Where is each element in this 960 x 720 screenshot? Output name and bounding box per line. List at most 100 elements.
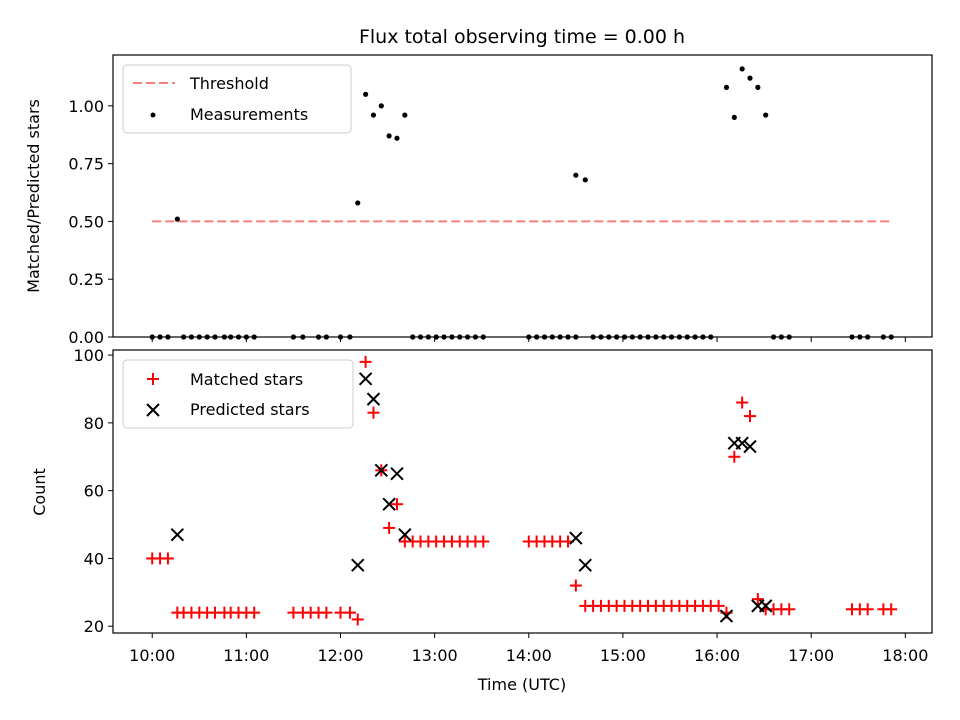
- measurement-point: [228, 334, 234, 340]
- measurement-point: [457, 334, 463, 340]
- measurement-point: [221, 334, 227, 340]
- measurement-point: [363, 91, 369, 97]
- measurement-point: [582, 177, 588, 183]
- measurement-point: [778, 334, 784, 340]
- matched-star-point: [861, 603, 874, 616]
- bottom-y-tick-label: 100: [73, 346, 104, 365]
- top-plot-frame: [112, 54, 933, 338]
- measurement-point: [370, 112, 377, 118]
- bottom-y-tick-label: 60: [84, 482, 104, 501]
- bottom-x-tick-label: 13:00: [412, 646, 458, 665]
- measurement-point: [181, 334, 187, 340]
- predicted-star-point: [569, 531, 583, 545]
- measurement-point: [668, 334, 675, 340]
- bottom-x-tick-label: 10:00: [129, 646, 175, 665]
- measurement-point: [355, 200, 361, 206]
- measurement-point: [708, 334, 714, 340]
- measurement-point: [212, 334, 218, 340]
- measurement-point: [700, 334, 706, 340]
- measurement-point: [731, 114, 737, 121]
- measurement-point: [196, 334, 202, 340]
- measurement-point: [323, 334, 329, 340]
- matched-star-point: [885, 603, 898, 616]
- measurement-point: [723, 84, 730, 90]
- bottom-x-tick-label: 11:00: [223, 646, 269, 665]
- measurement-point: [347, 334, 353, 340]
- measurement-point: [300, 334, 306, 340]
- measurement-point: [857, 334, 863, 340]
- measurement-point: [394, 135, 400, 141]
- measurement-point: [865, 334, 871, 340]
- matched-star-point: [351, 613, 364, 626]
- measurement-point: [541, 334, 548, 340]
- measurement-point: [573, 334, 579, 340]
- predicted-star-point: [382, 497, 396, 511]
- bottom-x-tick-label: 17:00: [788, 646, 834, 665]
- top-y-tick-label: 0.75: [68, 155, 104, 174]
- predicted-star-point: [398, 528, 412, 542]
- predicted-legend-swatch: [146, 403, 160, 417]
- measurement-point: [204, 334, 210, 340]
- measurement-point: [747, 75, 753, 81]
- bottom-x-tick-label: 14:00: [506, 646, 552, 665]
- measurement-point: [786, 334, 792, 340]
- top-y-tick-label: 0.25: [68, 270, 104, 289]
- measurement-point: [235, 334, 242, 340]
- measurement-point: [290, 334, 297, 340]
- measurement-point: [590, 334, 596, 340]
- measurement-point: [417, 334, 424, 340]
- measurement-point: [606, 334, 612, 340]
- matched-star-point: [728, 450, 741, 463]
- top-y-tick-label: 0.00: [68, 328, 104, 347]
- measurement-point: [676, 334, 682, 340]
- predicted-star-point: [390, 466, 404, 481]
- matched-star-point: [383, 521, 396, 534]
- measurement-point: [763, 112, 769, 118]
- measurement-point: [629, 334, 635, 340]
- bottom-x-axis-label: Time (UTC): [477, 675, 566, 694]
- measurement-point: [692, 334, 698, 340]
- measurement-point: [661, 334, 667, 340]
- top-panel: Flux total observing time = 0.00 h Match…: [24, 26, 933, 347]
- bottom-x-tick-label: 16:00: [694, 646, 740, 665]
- bottom-x-tick-label: 18:00: [882, 646, 928, 665]
- predicted-star-point: [170, 528, 185, 542]
- matched-star-point: [161, 552, 174, 565]
- matched-star-point: [751, 593, 764, 606]
- top-plot-marks: [149, 66, 894, 340]
- bottom-x-axis: 10:00 11:00 12:00 13:00 14:00 15:00 16:00 17:00…: [129, 633, 928, 665]
- predicted-star-point: [358, 372, 373, 386]
- measurement-point: [188, 334, 195, 340]
- measurement-point: [573, 172, 579, 178]
- measurements-legend-label: Measurements: [190, 105, 308, 124]
- measurement-point: [157, 334, 163, 340]
- measurement-point: [614, 334, 620, 340]
- measurement-point: [684, 334, 690, 340]
- bottom-y-axis: 20 40 60 80 100: [73, 346, 113, 636]
- matched-legend-swatch: [147, 373, 159, 385]
- measurement-point: [425, 334, 431, 340]
- measurement-point: [243, 334, 249, 340]
- measurement-point: [880, 334, 886, 340]
- bottom-y-tick-label: 20: [84, 617, 104, 636]
- matched-star-point: [390, 498, 403, 511]
- measurement-point: [480, 334, 486, 340]
- matched-star-point: [712, 599, 725, 612]
- matched-star-point: [477, 535, 490, 548]
- top-legend-box: [122, 64, 352, 134]
- measurement-point: [739, 66, 745, 72]
- top-y-axis-label: Matched/Predicted stars: [24, 99, 43, 293]
- measurement-point: [645, 334, 651, 340]
- matched-star-point: [569, 579, 582, 592]
- measurement-point: [441, 334, 447, 340]
- measurement-point: [174, 216, 180, 222]
- top-y-tick-label: 1.00: [68, 97, 104, 116]
- measurement-point: [410, 334, 416, 340]
- bottom-y-axis-label: Count: [30, 468, 49, 516]
- matched-legend-label: Matched stars: [190, 370, 303, 389]
- measurement-point: [770, 334, 777, 340]
- predicted-star-point: [366, 392, 381, 406]
- measurement-point: [378, 103, 384, 109]
- measurement-point: [557, 334, 563, 340]
